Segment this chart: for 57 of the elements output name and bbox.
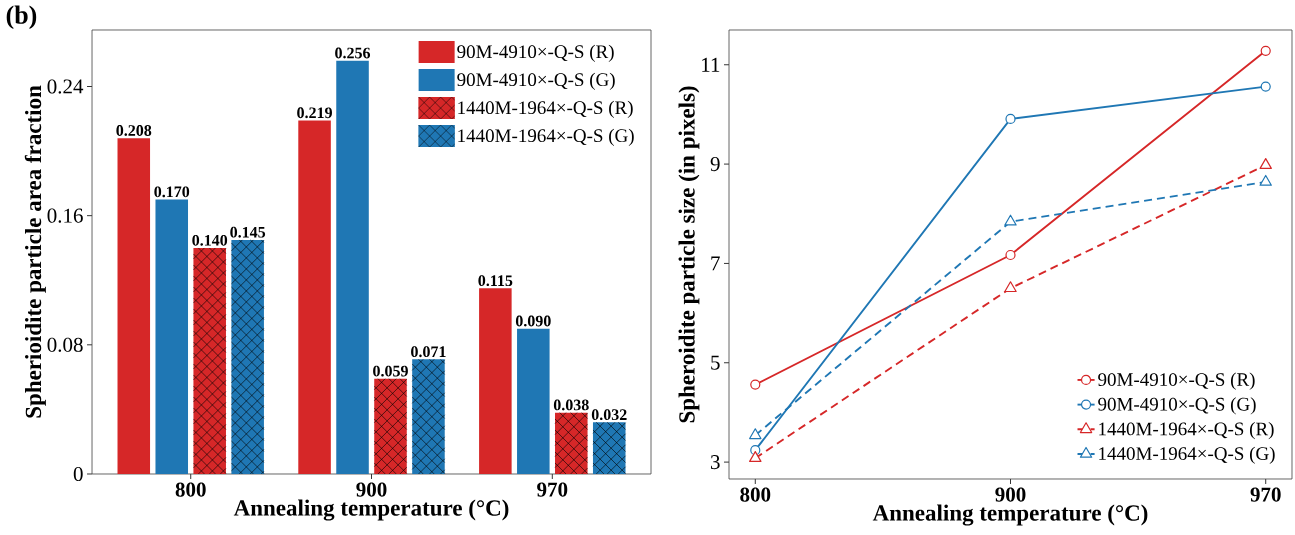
bar [298, 120, 331, 474]
legend-label: 1440M-1964×-Q-S (R) [1099, 421, 1274, 440]
y-tick-label: 0 [73, 466, 83, 482]
legend-label: 90M-4910×-Q-S (R) [1098, 372, 1255, 390]
y-tick-label: 3 [710, 455, 720, 470]
text: (b) [6, 5, 37, 30]
y-tick-label: 11 [702, 57, 720, 72]
x-tick-label: 970 [537, 482, 568, 497]
data-label: 0.090 [515, 315, 551, 327]
data-label: 0.038 [553, 399, 589, 411]
data-label: 0.071 [411, 346, 446, 358]
point [1260, 81, 1271, 92]
x-tick-label: 970 [1250, 487, 1281, 502]
point [1004, 281, 1017, 293]
y-tick-label: 7 [711, 256, 720, 271]
point [1259, 174, 1272, 186]
bar [517, 328, 550, 474]
x-axis-title: Annealing temperature (°C) [233, 499, 509, 521]
legend-label: 90M-4910×-Q-S (R) [457, 44, 614, 62]
data-label: 0.170 [154, 186, 190, 198]
point [1005, 249, 1016, 261]
x-tick-label: 900 [356, 482, 387, 497]
legend-label: 1440M-1964×-Q-S (G) [458, 128, 634, 146]
point [749, 428, 762, 440]
y-axis-title: Spherioidite particle area fraction [24, 85, 46, 418]
data-label: 0.115 [478, 275, 513, 287]
legend-label: 1440M-1964×-Q-S (G) [1099, 446, 1275, 464]
bar [479, 288, 512, 474]
y-tick-label: 0.16 [47, 208, 83, 223]
y-tick-label: 0.24 [47, 79, 84, 94]
data-label: 0.032 [591, 409, 627, 421]
data-label: 0.059 [373, 365, 408, 377]
point [1004, 214, 1017, 226]
point [1005, 113, 1016, 124]
data-label: 0.219 [297, 107, 332, 119]
bar [155, 199, 189, 474]
bar [117, 138, 151, 474]
y-tick-label: 0.08 [47, 337, 83, 352]
point [1259, 157, 1272, 169]
legend-label: 90M-4910×-Q-S (G) [1098, 397, 1256, 415]
y-tick-label: 5 [711, 355, 720, 370]
point [1260, 45, 1271, 56]
data-label: 0.208 [116, 125, 152, 136]
x-tick-label: 800 [175, 482, 206, 497]
point [749, 451, 762, 462]
data-label: 0.256 [335, 47, 371, 59]
y-axis-title: Spheroidite particle size (in pixels) [678, 86, 700, 423]
legend-label: 90M-4910×-Q-S (G) [457, 72, 615, 90]
x-tick-label: 800 [740, 487, 771, 502]
bar [336, 60, 369, 474]
x-axis-title: Annealing temperature (°C) [872, 504, 1148, 526]
data-label: 0.145 [230, 226, 266, 238]
legend-label: 1440M-1964×-Q-S (R) [458, 100, 633, 118]
x-tick-label: 900 [995, 487, 1026, 502]
data-label: 0.140 [192, 234, 228, 246]
y-tick-label: 9 [710, 157, 720, 172]
point [750, 379, 761, 390]
